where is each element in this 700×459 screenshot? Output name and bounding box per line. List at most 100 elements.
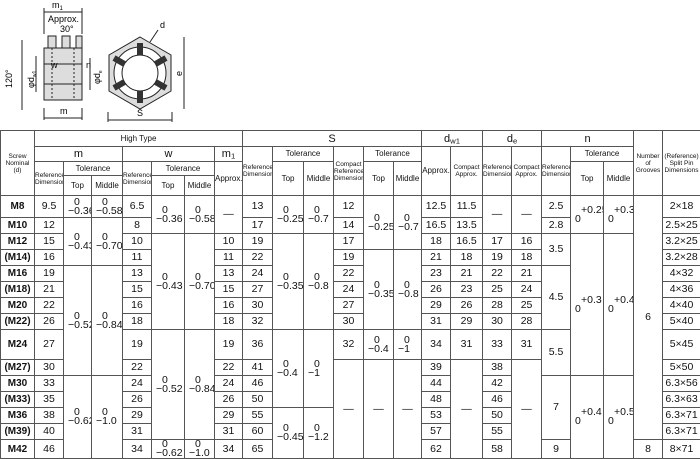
table-cell: 30: [483, 314, 512, 330]
header-cell: High Type: [35, 131, 243, 147]
table-cell: 6: [634, 196, 663, 440]
nut-body: [44, 48, 82, 100]
table-cell: 11.5: [451, 196, 483, 218]
table-header: Screw Nominal (d) High Type S dw1 de n N…: [1, 131, 700, 196]
header-cell: Approx.: [422, 147, 451, 196]
header-cell: Reference Dimensions: [483, 147, 512, 196]
table-cell: 15: [215, 282, 243, 298]
cell-line: —: [394, 405, 421, 414]
table-cell: (M33): [1, 392, 35, 408]
table-cell: 48: [422, 392, 451, 408]
table-cell: 26: [451, 298, 483, 314]
table-cell: 26: [215, 392, 243, 408]
table-cell: 57: [422, 424, 451, 440]
table-cell: 0−0.62: [152, 440, 185, 459]
cell-line: −0.35: [273, 282, 303, 291]
table-cell: 16: [123, 298, 152, 314]
cell-line: −0.36: [152, 215, 184, 224]
table-cell: 18: [123, 314, 152, 330]
table-cell: 26: [35, 314, 64, 330]
table-cell: 50: [243, 392, 273, 408]
cell-line: —: [364, 405, 393, 414]
label-sub: e: [98, 70, 104, 73]
table-cell: 22: [123, 360, 152, 376]
table-cell: (M18): [1, 282, 35, 298]
table-cell: 0−0.7: [304, 196, 334, 234]
table-cell: 24: [334, 282, 364, 298]
table-cell: 42: [483, 376, 512, 392]
header-cell: Top: [273, 162, 304, 196]
cell-line: −1: [394, 345, 421, 354]
header-cell: Reference Dimensions: [243, 147, 273, 196]
table-cell: 19: [483, 250, 512, 266]
table-cell: 16.5: [451, 234, 483, 250]
label-sub: w1: [32, 71, 38, 78]
table-cell: 10: [123, 234, 152, 250]
header-cell: S: [243, 131, 422, 147]
table-cell: 38: [35, 408, 64, 424]
table-cell: 25: [512, 298, 542, 314]
table-cell: 0−0.70: [185, 234, 215, 330]
table-cell: —: [451, 360, 483, 459]
table-cell: 0−0.36: [64, 196, 92, 218]
cell-line: −1.2: [304, 433, 333, 442]
cell-line: −0.25: [273, 215, 303, 224]
header-cell: Middle: [304, 162, 334, 196]
cell-line: 0: [571, 215, 603, 224]
table-cell: 34: [422, 330, 451, 360]
table-cell: 5×40: [663, 314, 700, 330]
cell-line: −0.52: [152, 385, 184, 394]
table-cell: 16: [35, 250, 64, 266]
header-cell: Middle: [394, 162, 422, 196]
table-cell: 3.2×25: [663, 234, 700, 250]
table-cell: 3.5: [542, 234, 571, 266]
table-cell: 46: [35, 440, 64, 459]
table-cell: 8×71: [663, 440, 700, 459]
table-cell: 12: [334, 196, 364, 218]
table-cell: 31: [123, 424, 152, 440]
header-cell: Screw Nominal (d): [1, 131, 35, 196]
cell-line: −0.62: [64, 417, 91, 426]
table-cell: 13: [123, 266, 152, 282]
table-cell: 27: [243, 282, 273, 298]
table-cell: 24: [215, 376, 243, 392]
header-cell: Reference Dimensions: [123, 162, 152, 196]
table-cell: 24: [243, 266, 273, 282]
castle-tooth: [62, 36, 70, 48]
table-cell: 46: [243, 376, 273, 392]
table-cell: 4×40: [663, 298, 700, 314]
table-cell: —: [512, 360, 542, 459]
table-cell: 6.3×71: [663, 424, 700, 440]
table-cell: 13: [215, 266, 243, 282]
bore-circle: [122, 55, 158, 91]
table-cell: 53: [422, 408, 451, 424]
table-cell: 8: [123, 218, 152, 234]
table-cell: 38: [483, 360, 512, 376]
header-cell: Tolerance: [273, 147, 334, 162]
table-cell: 65: [243, 440, 273, 459]
header-cell: Compact Approx.: [512, 147, 542, 196]
table-cell: M24: [1, 330, 35, 360]
table-cell: 0−1.0: [92, 376, 123, 459]
header-cell: Middle: [185, 176, 215, 196]
table-cell: 0−0.70: [92, 218, 123, 266]
table-cell: 0−0.43: [64, 218, 92, 266]
table-cell: 2.5×25: [663, 218, 700, 234]
table-cell: 0−1: [304, 330, 334, 408]
table-cell: (M22): [1, 314, 35, 330]
cell-line: −0.70: [185, 282, 214, 291]
table-cell: 0−0.84: [92, 266, 123, 376]
header-cell: Number of Grooves: [634, 131, 663, 196]
table-cell: 8: [634, 440, 663, 459]
table-cell: 2×18: [663, 196, 700, 218]
table-cell: 25: [483, 282, 512, 298]
dimension-table: Screw Nominal (d) High Type S dw1 de n N…: [0, 130, 700, 459]
table-cell: 21: [451, 266, 483, 282]
header-cell: Tolerance: [364, 147, 422, 162]
table-cell: 0−0.35: [273, 234, 304, 330]
m1-label: m1: [52, 0, 64, 12]
